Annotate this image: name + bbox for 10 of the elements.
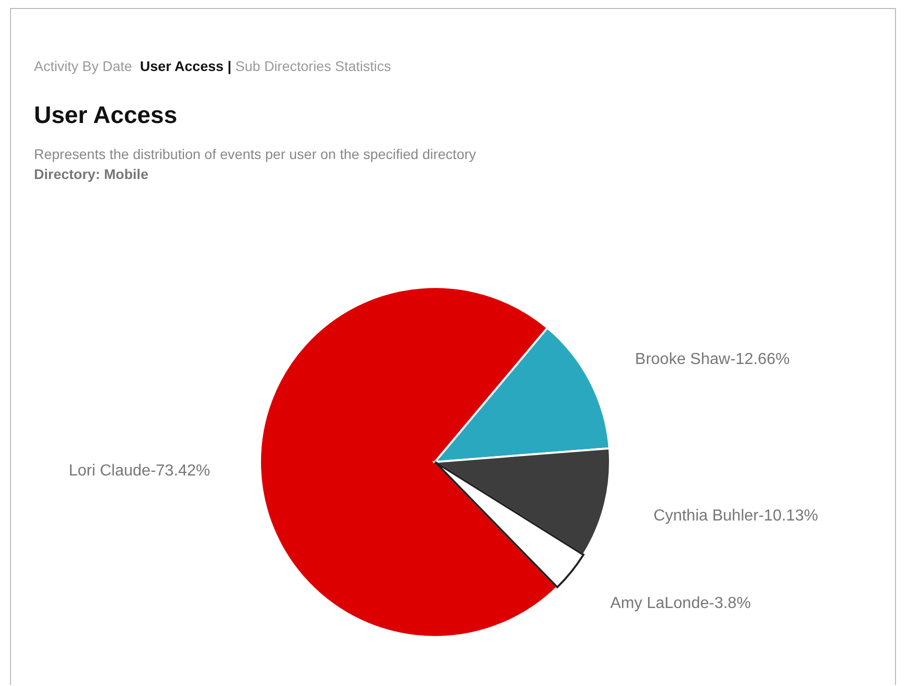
text: Directory: Mobile (34, 166, 148, 182)
slice-label: Cynthia Buhler-10.13% (654, 508, 818, 525)
text: Sub Directories Statistics (235, 58, 391, 74)
chart-title: User Access (34, 102, 178, 130)
text: Activity By Date (34, 58, 132, 74)
slice-label: Amy LaLonde-3.8% (610, 595, 751, 612)
text: User Access | (140, 58, 232, 74)
chart-subtitle: Represents the distribution of events per user on the specified directory (34, 146, 476, 162)
slice-label: Brooke Shaw-12.66% (635, 350, 790, 368)
slice-label: Lori Claude-73.42% (68, 462, 210, 480)
